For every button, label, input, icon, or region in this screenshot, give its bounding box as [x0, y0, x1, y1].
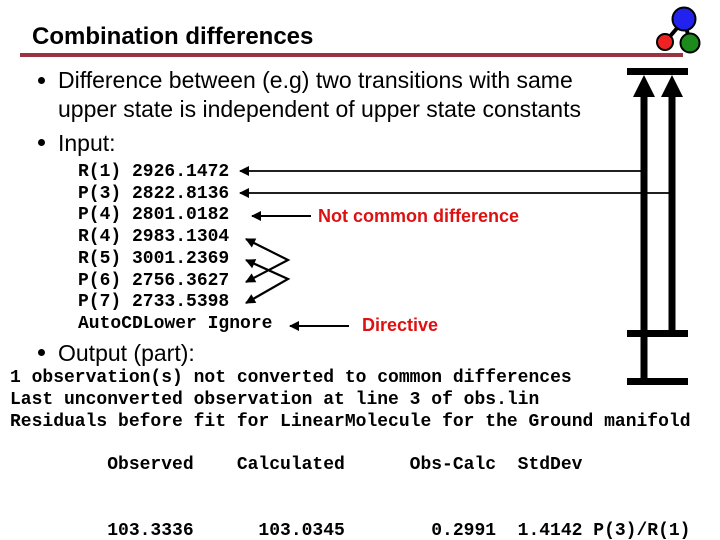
input-listing: R(1) 2926.1472 P(3) 2822.8136 P(4) 2801.… — [78, 162, 272, 336]
input-line-directive: AutoCDLower Ignore — [78, 313, 273, 334]
input-line: P(6) 2756.3627 — [78, 270, 230, 291]
output-message-line: Residuals before fit for LinearMolecule … — [10, 411, 691, 432]
col-header-stddev: StdDev — [517, 455, 583, 476]
bullet-dot — [38, 349, 45, 356]
table-header-row: Observed Calculated Obs-Calc StdDev — [10, 433, 691, 498]
cell-label: P(3)/R(1) — [593, 520, 691, 540]
residuals-table: Observed Calculated Obs-Calc StdDev 103.333… — [10, 433, 691, 540]
col-header-calculated: Calculated — [236, 455, 345, 476]
cell-observed: 103.3336 — [107, 520, 194, 540]
bullet-1-text: Difference between (e.g) two transitions… — [58, 66, 581, 124]
col-header-observed: Observed — [107, 455, 194, 476]
atom-blue-circle — [671, 6, 697, 32]
input-line: P(3) 2822.8136 — [78, 183, 230, 204]
output-message-line: 1 observation(s) not converted to common… — [10, 368, 572, 388]
molecule-logo — [656, 6, 701, 54]
input-line: R(1) 2926.1472 — [78, 162, 230, 182]
energy-level-diagram — [627, 68, 688, 385]
table-row: 103.3336 103.0345 0.2991 1.4142 P(3)/R(1) — [10, 499, 691, 540]
bullet-input-label: Input: — [58, 130, 116, 156]
annotation-not-common-difference: Not common difference — [318, 206, 520, 226]
upper-state-level-bar — [627, 68, 688, 75]
logo-bond-lines — [664, 18, 692, 43]
output-message-line: Last unconverted observation at line 3 o… — [10, 389, 540, 410]
bullet-dot — [38, 77, 45, 84]
input-line: P(7) 2733.5398 — [78, 292, 230, 313]
atom-green-circle — [679, 32, 701, 54]
bullet-output-label: Output (part): — [58, 340, 195, 366]
transition-arrow-right-head — [661, 75, 683, 97]
bullet-dot — [38, 139, 45, 146]
input-line: R(4) 2983.1304 — [78, 227, 230, 248]
output-listing: 1 observation(s) not converted to common… — [10, 368, 691, 540]
title-rule — [20, 53, 683, 57]
cell-calculated: 103.0345 — [258, 520, 345, 540]
lower-state-level-bar-1 — [627, 330, 688, 337]
cell-stddev: 1.4142 — [517, 520, 583, 540]
input-line: P(4) 2801.0182 — [78, 205, 230, 226]
input-line: R(5) 3001.2369 — [78, 248, 230, 269]
annotation-directive: Directive — [362, 315, 439, 335]
bullet-1-line-2: upper state is independent of upper stat… — [58, 96, 581, 122]
atom-red-circle — [656, 33, 674, 51]
col-header-obs-calc: Obs-Calc — [409, 455, 497, 476]
transition-arrow-left-head — [633, 75, 655, 97]
page-title: Combination differences — [32, 23, 314, 50]
cell-obs-calc: 0.2991 — [431, 520, 497, 540]
bullet-1-line-1: Difference between (e.g) two transitions… — [58, 67, 573, 93]
